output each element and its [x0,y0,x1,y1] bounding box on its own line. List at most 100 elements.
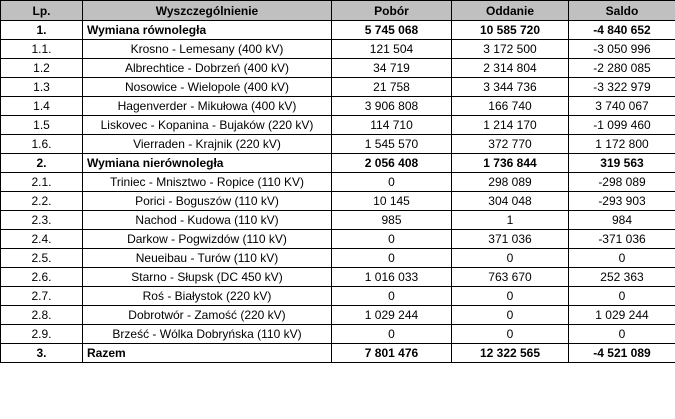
table-row: 2.4. Darkow - Pogwizdów (110 kV) 0 371 036-… [0,229,675,249]
cell-name: Hagenverder - Mikułowa (400 kV) [82,96,332,116]
cell-name: Neueibau - Turów (110 kV) [82,248,332,268]
table-group-row: 2. Wymiana nierównoległa 2 056 408 1 736 84… [0,153,675,173]
cell-saldo: -371 036 [568,229,675,249]
cell-saldo: -298 089 [568,172,675,192]
table-row: 1.5 Liskovec - Kopanina - Bujaków (220 kV… [0,115,675,135]
cell-pobor: 5 745 068 [331,20,452,40]
cell-oddanie: 3 172 500 [451,39,569,59]
cell-lp: 2.8. [0,305,83,325]
table-row: 2.5. Neueibau - Turów (110 kV) 0 0 0 [0,248,675,268]
cell-lp: 2.6. [0,267,83,287]
cell-saldo: -293 903 [568,191,675,211]
cell-oddanie: 2 314 804 [451,58,569,78]
header-pobor: Pobór [331,0,452,21]
cell-saldo: 252 363 [568,267,675,287]
cell-oddanie: 371 036 [451,229,569,249]
cell-name: Wymiana nierównoległa [82,153,332,173]
cell-pobor: 3 906 808 [331,96,452,116]
header-oddanie: Oddanie [451,0,569,21]
cell-name: Nosowice - Wielopole (400 kV) [82,77,332,97]
cell-pobor: 0 [331,229,452,249]
cell-lp: 1.4 [0,96,83,116]
cell-pobor: 2 056 408 [331,153,452,173]
cell-pobor: 21 758 [331,77,452,97]
cell-pobor: 985 [331,210,452,230]
table-row: 2.3. Nachod - Kudowa (110 kV) 985 1 984 [0,210,675,230]
table-row: 1.3 Nosowice - Wielopole (400 kV) 21 758 3 … [0,77,675,97]
cell-lp: 2.7. [0,286,83,306]
cell-name: Krosno - Lemesany (400 kV) [82,39,332,59]
table-row: 2.2. Porici - Boguszów (110 kV) 10 145 304 … [0,191,675,211]
cell-saldo: 0 [568,286,675,306]
cell-pobor: 0 [331,172,452,192]
cell-saldo: 1 172 800 [568,134,675,154]
header-name: Wyszczególnienie [82,0,332,21]
cell-saldo: -3 322 979 [568,77,675,97]
cell-name: Dobrotwór - Zamość (220 kV) [82,305,332,325]
cell-pobor: 0 [331,324,452,344]
cell-oddanie: 0 [451,305,569,325]
cell-saldo: -4 840 652 [568,20,675,40]
cell-name: Brześć - Wólka Dobryńska (110 kV) [82,324,332,344]
table-row: 1.4 Hagenverder - Mikułowa (400 kV) 3 906 … [0,96,675,116]
cell-oddanie: 1 [451,210,569,230]
cell-pobor: 1 029 244 [331,305,452,325]
cell-name: Roś - Białystok (220 kV) [82,286,332,306]
table-row: 1.1. Krosno - Lemesany (400 kV) 121 504 3 1… [0,39,675,59]
table-row: 1.2 Albrechtice - Dobrzeń (400 kV) 34 719 2… [0,58,675,78]
cell-oddanie: 166 740 [451,96,569,116]
table-row: 2.7. Roś - Białystok (220 kV) 0 0 0 [0,286,675,306]
cell-saldo: -4 521 089 [568,343,675,363]
cell-lp: 1.5 [0,115,83,135]
cell-name: Darkow - Pogwizdów (110 kV) [82,229,332,249]
cell-lp: 3. [0,343,83,363]
cell-saldo: -1 099 460 [568,115,675,135]
table-body: 1. Wymiana równoległa 5 745 068 10 585 720-… [0,20,675,363]
table-row: 2.1. Triniec - Mnisztwo - Ropice (110 KV)… [0,172,675,192]
cell-lp: 1.2 [0,58,83,78]
cell-name: Triniec - Mnisztwo - Ropice (110 KV) [82,172,332,192]
cell-lp: 2. [0,153,83,173]
header-saldo: Saldo [568,0,675,21]
cell-lp: 1.3 [0,77,83,97]
header-lp: Lp. [0,0,83,21]
cell-saldo: 1 029 244 [568,305,675,325]
cell-pobor: 10 145 [331,191,452,211]
cell-oddanie: 763 670 [451,267,569,287]
cell-lp: 2.3. [0,210,83,230]
table-group-row: 1. Wymiana równoległa 5 745 068 10 585 720-… [0,20,675,40]
table-row: 2.8. Dobrotwór - Zamość (220 kV) 1 029 244… [0,305,675,325]
cell-lp: 1. [0,20,83,40]
cell-oddanie: 304 048 [451,191,569,211]
cell-pobor: 0 [331,248,452,268]
cell-lp: 2.5. [0,248,83,268]
cell-lp: 2.4. [0,229,83,249]
cell-saldo: -3 050 996 [568,39,675,59]
cell-saldo: -2 280 085 [568,58,675,78]
cell-oddanie: 0 [451,324,569,344]
table-row: 1.6. Vierraden - Krajnik (220 kV) 1 545 57… [0,134,675,154]
cell-saldo: 0 [568,248,675,268]
cell-saldo: 319 563 [568,153,675,173]
cell-oddanie: 0 [451,286,569,306]
cell-pobor: 0 [331,286,452,306]
cell-name: Vierraden - Krajnik (220 kV) [82,134,332,154]
cell-oddanie: 0 [451,248,569,268]
cell-oddanie: 1 214 170 [451,115,569,135]
cell-name: Porici - Boguszów (110 kV) [82,191,332,211]
cell-pobor: 1 545 570 [331,134,452,154]
cell-name: Nachod - Kudowa (110 kV) [82,210,332,230]
cell-pobor: 114 710 [331,115,452,135]
cell-lp: 2.1. [0,172,83,192]
cell-saldo: 984 [568,210,675,230]
cell-name: Razem [82,343,332,363]
cell-oddanie: 10 585 720 [451,20,569,40]
cell-name: Albrechtice - Dobrzeń (400 kV) [82,58,332,78]
cell-name: Liskovec - Kopanina - Bujaków (220 kV) [82,115,332,135]
table-header: Lp. Wyszczególnienie Pobór Oddanie Saldo [0,0,675,21]
cell-saldo: 3 740 067 [568,96,675,116]
cell-lp: 1.1. [0,39,83,59]
cell-saldo: 0 [568,324,675,344]
cell-oddanie: 298 089 [451,172,569,192]
cell-oddanie: 372 770 [451,134,569,154]
